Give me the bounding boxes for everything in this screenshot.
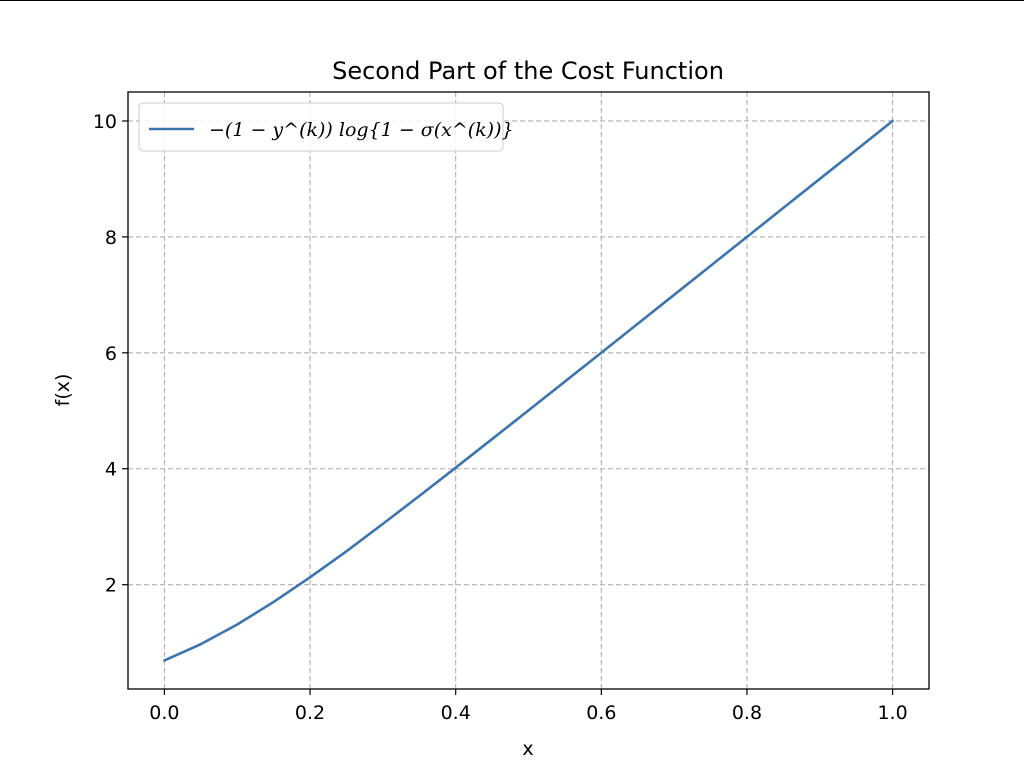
x-tick-label: 0.4	[441, 702, 471, 724]
plot-lines	[163, 119, 894, 662]
x-tick-label: 0.6	[586, 702, 616, 724]
grid	[128, 92, 929, 689]
x-tick-label: 0.8	[732, 702, 762, 724]
legend-box	[138, 102, 504, 152]
y-tick-label: 10	[93, 111, 117, 133]
x-tick-label: 1.0	[877, 702, 907, 724]
axis-ticks: 0.0 0.2 0.4 0.6 0.8 1.0 2 4 6 8 10	[93, 111, 908, 724]
x-tick-label: 0.0	[149, 702, 179, 724]
top-border	[0, 0, 1024, 1]
chart-title: Second Part of the Cost Function	[332, 57, 724, 85]
y-tick-label: 6	[105, 343, 117, 365]
y-tick-label: 8	[105, 227, 117, 249]
x-axis-label: x	[522, 738, 533, 760]
x-tick-label: 0.2	[295, 702, 325, 724]
legend-label: −(1 − y^(k)) log{1 − σ(x^(k))}	[209, 119, 514, 141]
y-tick-label: 4	[105, 459, 117, 481]
y-axis-label: f(x)	[52, 374, 74, 407]
legend: −(1 − y^(k)) log{1 − σ(x^(k))}	[138, 102, 514, 152]
plot-frame	[127, 91, 930, 690]
series-line	[163, 119, 894, 662]
y-tick-label: 2	[105, 575, 117, 597]
